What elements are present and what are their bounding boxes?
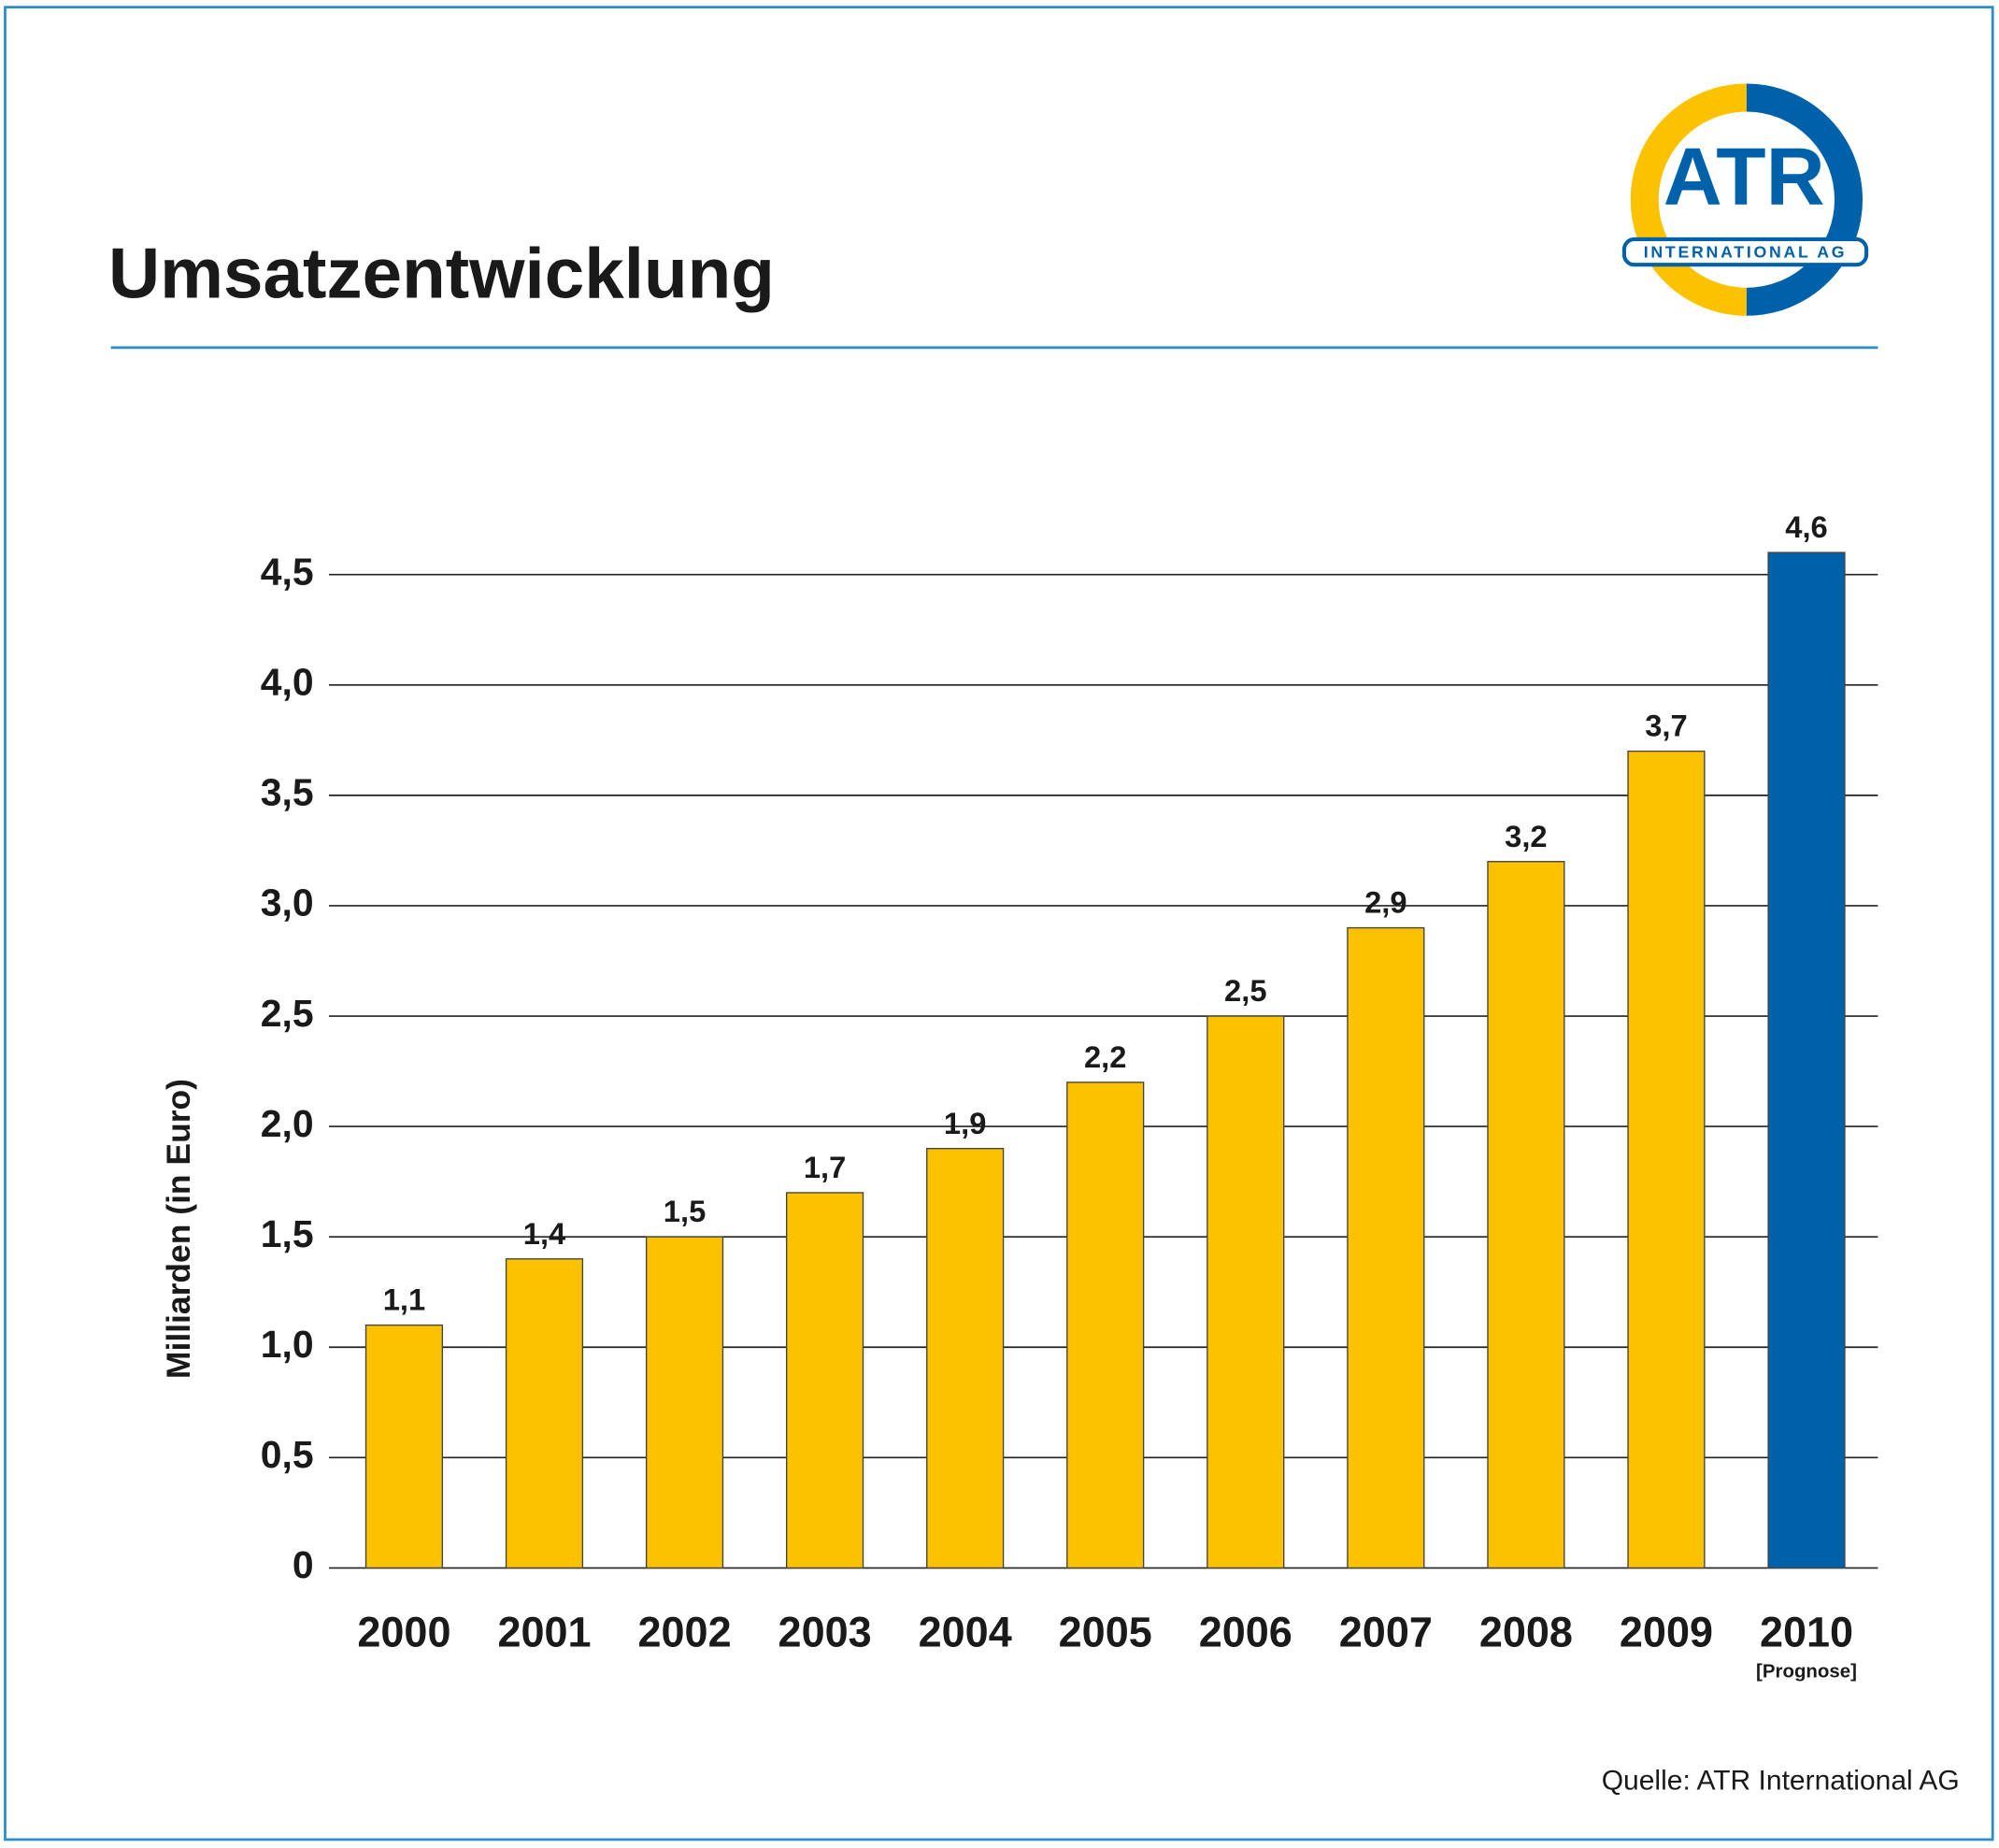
y-tick-label: 2,5 [261,992,314,1035]
value-label: 1,1 [383,1282,425,1317]
bar [1487,861,1565,1569]
x-tick-label: 2009 [1620,1609,1713,1656]
value-label: 1,9 [944,1106,986,1140]
x-tick-label: 2008 [1479,1609,1573,1656]
value-label: 1,5 [664,1194,706,1228]
bar [1627,750,1706,1569]
frame [4,6,1994,1841]
category-note: [Prognose] [1756,1661,1857,1683]
x-tick-label: 2006 [1199,1609,1292,1656]
logo: ATR INTERNATIONAL AG [1621,83,1869,316]
value-label: 3,2 [1505,819,1547,853]
bar [1066,1082,1145,1569]
logo-ring-blue [1746,83,1863,316]
y-tick-label: 3,0 [261,881,314,924]
y-tick-label: 1,0 [261,1323,314,1366]
value-label: 1,4 [523,1216,566,1251]
logo-banner [1621,236,1869,267]
y-tick-label: 4,0 [261,661,314,704]
bar [1767,552,1846,1569]
bar [926,1148,1005,1569]
y-tick-label: 0,5 [261,1433,314,1476]
value-label: 4,6 [1785,509,1827,544]
logo-ring-yellow [1630,83,1748,316]
logo-subtitle: INTERNATIONAL AG [1644,243,1848,262]
source: Quelle: ATR International AG [1602,1766,1960,1797]
value-label: 1,7 [804,1150,846,1184]
y-tick-label: 3,5 [261,771,314,814]
logo-name: ATR [1663,131,1825,222]
value-label: 2,9 [1364,885,1406,920]
y-axis-label: Milliarden (in Euro) [160,1079,197,1379]
x-tick-label: 2010 [1760,1609,1853,1656]
y-tick-label: 4,5 [261,551,314,594]
x-tick-label: 2002 [637,1609,731,1656]
bar [1347,926,1425,1569]
value-label: 2,2 [1084,1039,1126,1074]
y-tick-label: 1,5 [261,1212,314,1255]
x-tick-label: 2007 [1339,1609,1433,1656]
x-tick-label: 2001 [497,1609,591,1656]
bar [645,1236,724,1569]
value-label: 2,5 [1224,973,1266,1008]
x-tick-label: 2000 [357,1609,450,1656]
bar [786,1192,864,1569]
value-label: 3,7 [1645,709,1687,743]
bar [1207,1015,1285,1569]
x-tick-label: 2003 [778,1609,872,1656]
bar [505,1258,584,1569]
bar [364,1324,444,1569]
x-tick-label: 2005 [1059,1609,1152,1656]
y-tick-label: 0 [293,1543,314,1586]
y-tick-label: 2,0 [261,1102,314,1145]
x-tick-label: 2004 [919,1609,1012,1656]
chart-title: Umsatzentwicklung [108,234,775,313]
